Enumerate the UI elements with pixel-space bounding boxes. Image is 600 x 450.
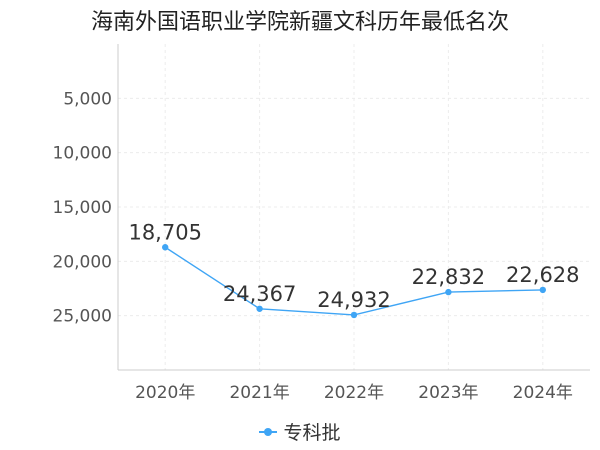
x-axis-ticks: 2020年 2021年 2022年 2023年 2024年 [135, 383, 573, 403]
data-label: 22,628 [506, 263, 579, 287]
data-point[interactable] [350, 311, 358, 319]
y-tick-label: 25,000 [53, 307, 112, 327]
y-tick-label: 10,000 [53, 144, 112, 164]
data-point[interactable] [539, 286, 546, 294]
series-layer [162, 244, 546, 319]
y-axis-ticks: 5,000 10,000 15,000 20,000 25,000 [53, 89, 112, 326]
chart-title: 海南外国语职业学院新疆文科历年最低名次 [90, 10, 509, 35]
legend-marker-icon [259, 427, 278, 437]
data-label: 24,367 [223, 282, 296, 306]
x-tick-label: 2024年 [513, 383, 573, 403]
data-point[interactable] [162, 244, 169, 251]
x-tick-label: 2021年 [229, 383, 289, 403]
data-point[interactable] [256, 305, 263, 312]
axes [117, 44, 590, 371]
y-tick-label: 5,000 [63, 89, 112, 109]
x-tick-label: 2022年 [324, 383, 384, 403]
legend-item-series[interactable]: 专科批 [259, 418, 341, 445]
y-tick-label: 15,000 [53, 198, 112, 218]
data-label: 22,832 [412, 265, 485, 289]
legend: 专科批 [0, 418, 600, 445]
data-labels: 18,705 24,367 24,932 22,832 22,628 [128, 220, 579, 312]
legend-label: 专科批 [283, 422, 341, 444]
data-label: 24,932 [317, 288, 390, 312]
grid-lines [118, 44, 590, 370]
x-tick-label: 2020年 [135, 383, 195, 403]
data-point[interactable] [445, 288, 452, 296]
y-tick-label: 20,000 [53, 252, 112, 272]
data-label: 18,705 [128, 220, 201, 244]
x-tick-label: 2023年 [418, 383, 478, 403]
